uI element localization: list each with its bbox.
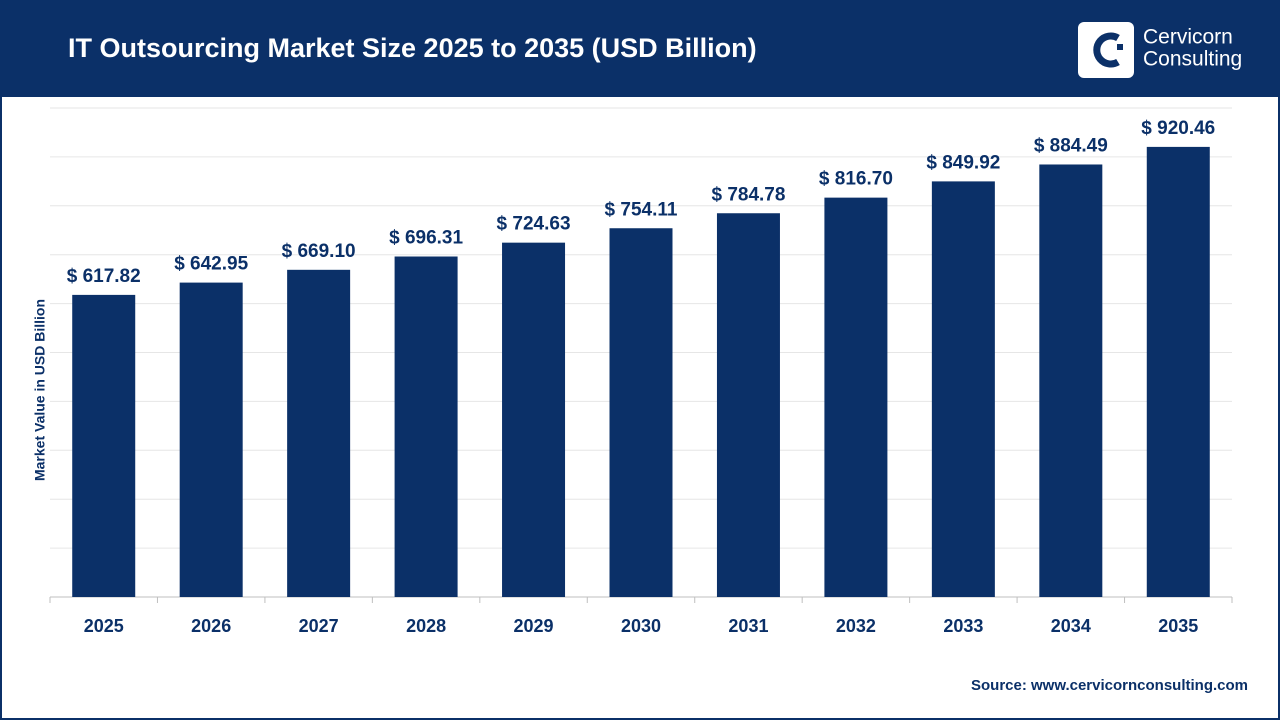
value-label: $ 642.95 xyxy=(174,254,248,275)
value-label: $ 669.10 xyxy=(282,241,356,262)
x-tick-label: 2029 xyxy=(514,616,554,636)
source: Source: www.cervicornconsulting.com xyxy=(971,677,1248,694)
x-tick-label: 2026 xyxy=(191,616,231,636)
x-tick-label: 2025 xyxy=(84,616,124,636)
value-label: $ 920.46 xyxy=(1141,118,1215,139)
x-tick-label: 2033 xyxy=(943,616,983,636)
x-tick-label: 2031 xyxy=(728,616,768,636)
value-label: $ 696.31 xyxy=(389,228,463,249)
value-label: $ 724.63 xyxy=(497,214,571,235)
bar xyxy=(72,294,136,597)
logo-text: Cervicorn xyxy=(1143,26,1233,49)
logo-c xyxy=(1093,32,1120,68)
value-label: $ 617.82 xyxy=(67,266,141,287)
bar xyxy=(609,228,673,597)
bar xyxy=(931,181,995,598)
bar xyxy=(179,282,243,597)
bar xyxy=(716,213,780,597)
value-label: $ 754.11 xyxy=(605,199,678,220)
x-tick-label: 2030 xyxy=(621,616,661,636)
bar xyxy=(287,269,351,597)
bar xyxy=(502,242,566,597)
logo-text: Consulting xyxy=(1143,48,1242,71)
value-label: $ 784.78 xyxy=(711,184,785,205)
y-axis-label: Market Value in USD Billion xyxy=(32,299,48,481)
logo-mark xyxy=(1078,22,1134,78)
bar xyxy=(824,197,888,597)
header-bar xyxy=(0,0,1280,97)
bar xyxy=(394,256,458,597)
x-tick-label: 2028 xyxy=(406,616,446,636)
value-label: $ 884.49 xyxy=(1034,136,1108,157)
logo: Cervicorn Consulting xyxy=(1078,22,1242,78)
x-tick-label: 2034 xyxy=(1051,616,1091,636)
value-label: $ 816.70 xyxy=(819,169,893,190)
x-tick-label: 2035 xyxy=(1158,616,1198,636)
logo-dot xyxy=(1117,44,1123,50)
chart-title: IT Outsourcing Market Size 2025 to 2035 … xyxy=(68,33,757,63)
bar xyxy=(1039,164,1103,598)
value-label: $ 849.92 xyxy=(926,152,1000,173)
x-tick-label: 2027 xyxy=(299,616,339,636)
bar xyxy=(1146,146,1210,597)
x-tick-label: 2032 xyxy=(836,616,876,636)
